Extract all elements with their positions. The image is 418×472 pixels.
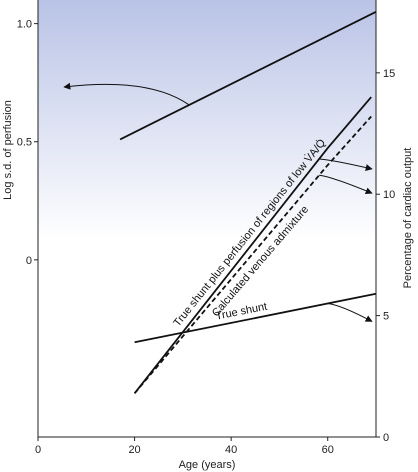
x-tick-label: 60 (322, 444, 334, 456)
y-left-tick-label: 0.5 (17, 137, 32, 149)
y-right-tick-label: 15 (383, 68, 395, 80)
right-axis-arrow-1 (319, 158, 373, 171)
x-tick-label: 20 (128, 444, 140, 456)
y-right-tick-label: 0 (383, 432, 389, 444)
y-left-ticks: 0 0.5 1.0 (17, 19, 38, 267)
y-left-tick-label: 0 (26, 255, 32, 267)
y-left-tick-label: 1.0 (17, 19, 32, 31)
x-tick-label: 40 (225, 444, 237, 456)
plot-background (38, 0, 376, 437)
x-tick-label: 0 (35, 444, 41, 456)
x-ticks: 0 20 40 60 (35, 437, 334, 456)
series-line-1 (119, 10, 377, 141)
arrow-layer (63, 82, 373, 322)
series-layer (119, 10, 377, 394)
x-axis-title: Age (years) (179, 459, 236, 471)
right-axis-arrow-2 (319, 174, 373, 195)
y-right-axis-title: Percentage of cardiac output (402, 148, 414, 289)
right-axis-arrow-3 (327, 302, 373, 322)
left-axis-arrow (63, 82, 190, 106)
y-right-ticks: 0 5 10 15 (376, 68, 395, 444)
series-line-3 (133, 115, 372, 394)
series-line-2 (133, 96, 372, 394)
series-line-4 (134, 292, 377, 344)
y-right-tick-label: 10 (383, 189, 395, 201)
y-right-tick-label: 5 (383, 311, 389, 323)
y-left-axis-title: Log s.d. of perfusion (2, 100, 14, 200)
